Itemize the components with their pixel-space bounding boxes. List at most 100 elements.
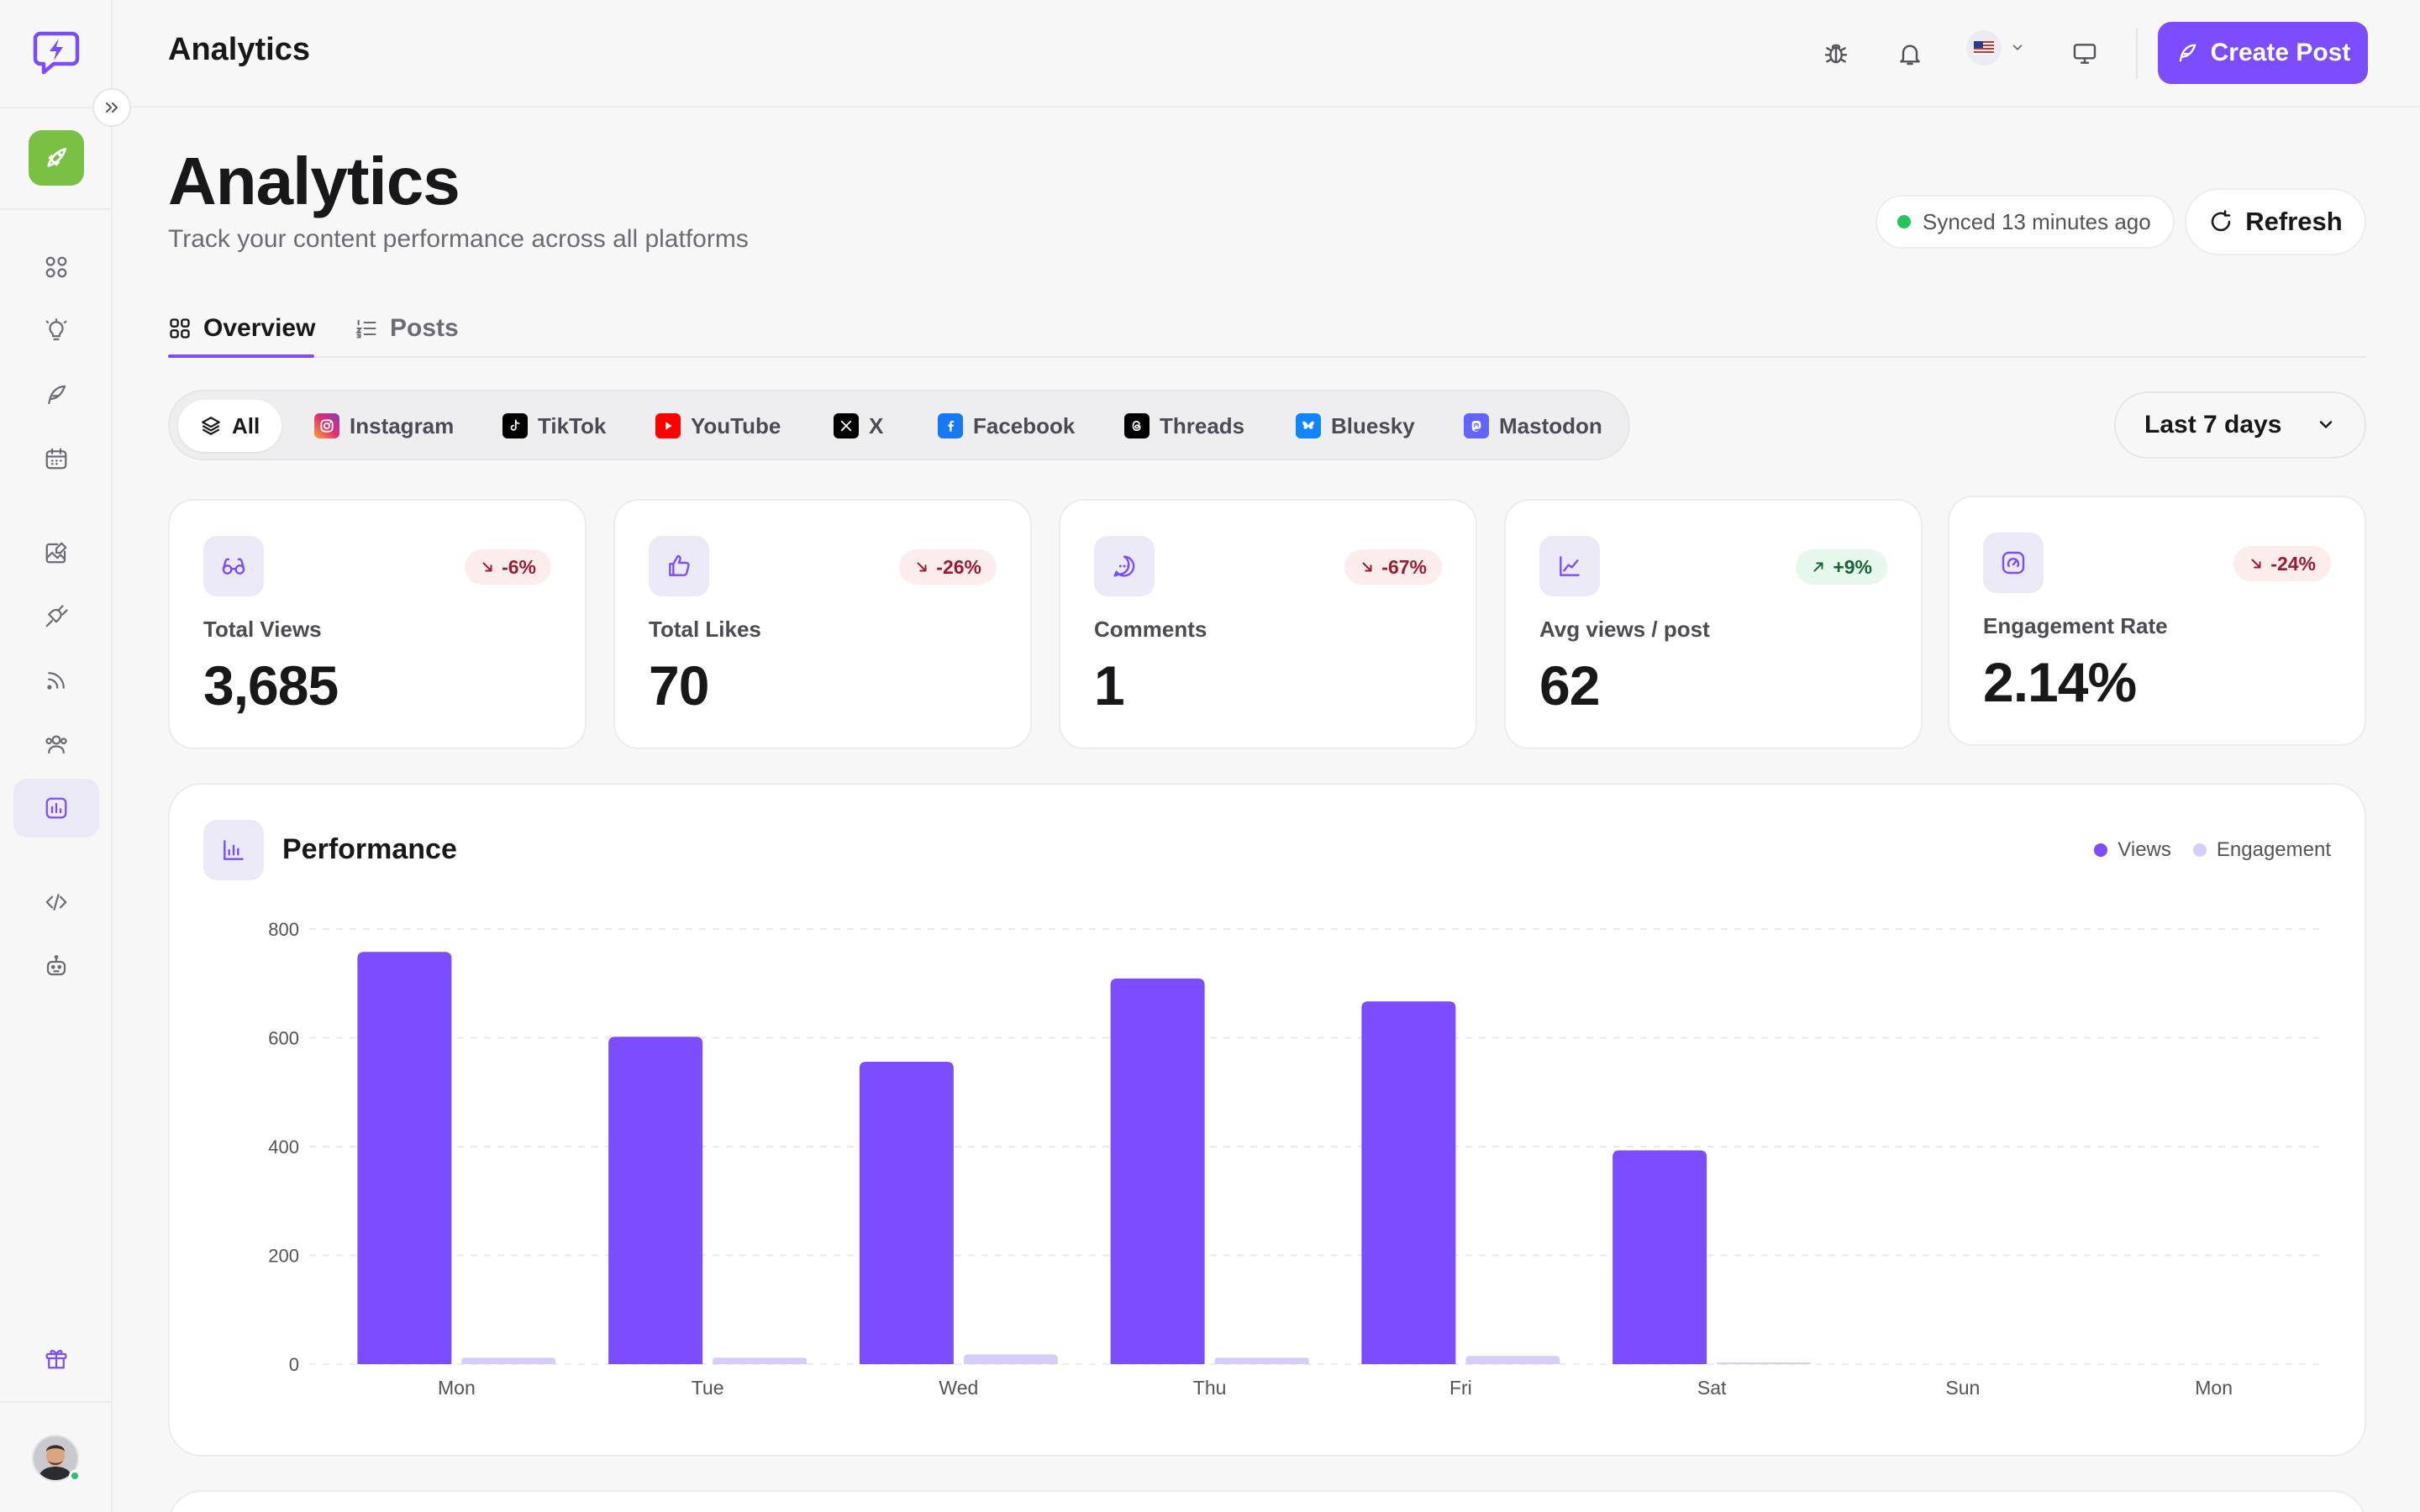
feather-icon [48, 385, 66, 405]
performance-title: Performance [282, 833, 457, 865]
sidebar-divider [0, 1401, 113, 1403]
tab-posts[interactable]: Posts [355, 307, 459, 349]
stat-label: Comments [1094, 617, 1207, 642]
calendar-icon [45, 448, 67, 470]
arrow-down-right-icon [2251, 559, 2261, 569]
views-bar [859, 1061, 954, 1364]
legend-item-engagement[interactable]: Engagement [2192, 838, 2331, 862]
engagement-bar [713, 1357, 808, 1364]
language-selector[interactable] [1966, 30, 2025, 66]
arrow-down-right-icon [482, 562, 492, 572]
x-tick-label: Sat [1697, 1377, 1727, 1399]
legend-item-views[interactable]: Views [2094, 838, 2171, 862]
platform-filter-bluesky[interactable]: Bluesky [1284, 400, 1427, 452]
trend-value: -24% [2270, 552, 2316, 575]
plug-icon [45, 605, 68, 627]
launch-button[interactable] [29, 130, 84, 186]
tab-posts-label: Posts [390, 314, 459, 342]
view-tabs: Overview Posts [168, 299, 2366, 358]
sidebar-item-calendar[interactable] [13, 429, 99, 488]
x-tick-label: Mon [438, 1377, 476, 1399]
engagement-bar [461, 1357, 556, 1364]
y-tick-label: 0 [289, 1354, 299, 1375]
app-logo-icon[interactable] [32, 27, 81, 76]
performance-panel: 0 200 400 600 800 Mon Tue Wed Thu Fri Sat Sun Mon Pe… [168, 783, 2366, 1457]
performance-chart: 0 200 400 600 800 Mon Tue Wed Thu Fri Sat Sun Mon [268, 919, 2326, 1399]
secondary-panel [168, 1490, 2366, 1512]
platform-filter-tiktok-label: TikTok [538, 412, 607, 438]
trend-value: +9% [1833, 555, 1872, 578]
report-bug-button[interactable] [1816, 34, 1856, 74]
trend-badge: -24% [2233, 546, 2331, 581]
stat-value: 1 [1094, 654, 1125, 717]
layers-icon [202, 417, 220, 435]
user-avatar[interactable] [32, 1435, 81, 1482]
sidebar-item-feeds[interactable] [13, 651, 99, 710]
create-post-button[interactable]: Create Post [2158, 22, 2368, 84]
arrow-down-right-icon [1362, 562, 1372, 572]
date-range-select[interactable]: Last 7 days [2114, 391, 2366, 459]
x-tick-label: Sun [1945, 1377, 1980, 1399]
sidebar-item-integrations[interactable] [13, 587, 99, 646]
platform-filter-x[interactable]: X [822, 400, 895, 452]
legend-swatch [2094, 843, 2108, 857]
page-title: Analytics [168, 144, 460, 218]
platform-filter-instagram[interactable]: Instagram [302, 400, 466, 452]
trend-badge: -67% [1344, 549, 1442, 585]
mastodon-icon [1464, 413, 1489, 438]
sidebar-item-dashboard[interactable] [13, 238, 99, 297]
tab-overview-label: Overview [203, 314, 316, 342]
expand-sidebar-button[interactable] [92, 88, 131, 127]
sidebar-item-team[interactable] [13, 715, 99, 774]
sidebar-item-ideas[interactable] [13, 302, 99, 360]
lightbulb-icon [45, 318, 67, 341]
code-icon [45, 894, 67, 911]
trend-value: -6% [502, 555, 536, 578]
trend-value: -67% [1381, 555, 1427, 578]
engagement-bar [1214, 1357, 1309, 1364]
display-mode-button[interactable] [2065, 34, 2105, 74]
youtube-icon [655, 413, 681, 438]
platform-filter-facebook[interactable]: Facebook [926, 400, 1086, 452]
sidebar-item-developers[interactable] [13, 873, 99, 932]
platform-filter-youtube-label: YouTube [691, 412, 781, 438]
tiktok-icon [502, 413, 528, 438]
monitor-icon [2073, 44, 2096, 64]
facebook-icon [938, 413, 963, 438]
trend-badge: -26% [899, 549, 997, 585]
platform-filter-youtube[interactable]: YouTube [644, 400, 792, 452]
line-chart-icon [1539, 536, 1600, 596]
stat-label: Total Views [203, 617, 322, 642]
sync-status-text: Synced 13 minutes ago [1923, 208, 2151, 234]
sidebar-item-compose[interactable] [13, 365, 99, 424]
legend-label: Engagement [2216, 838, 2331, 861]
trend-badge: +9% [1796, 549, 1887, 585]
us-flag-icon [1966, 30, 2002, 66]
stat-value: 70 [649, 654, 709, 717]
sidebar-item-agent[interactable] [13, 937, 99, 995]
platform-filter-mastodon[interactable]: Mastodon [1452, 400, 1614, 452]
comment-icon [1094, 536, 1155, 596]
tab-overview[interactable]: Overview [168, 307, 315, 349]
platform-filter-threads[interactable]: Threads [1113, 400, 1256, 452]
platform-filter-bluesky-label: Bluesky [1331, 412, 1415, 438]
bug-icon [1824, 44, 1848, 64]
refresh-button[interactable]: Refresh [2185, 188, 2366, 255]
platform-filter-tiktok[interactable]: TikTok [491, 400, 618, 452]
chevrons-right-icon [106, 102, 118, 113]
views-bar [357, 952, 452, 1364]
stat-value: 62 [1539, 654, 1600, 717]
sidebar-item-rewards[interactable] [13, 1329, 99, 1388]
refresh-icon [2212, 210, 2231, 232]
rocket-icon [47, 148, 66, 167]
legend-swatch [2192, 843, 2207, 857]
platform-filter-all[interactable]: All [178, 400, 282, 452]
x-tick-label: Thu [1193, 1377, 1227, 1399]
notifications-button[interactable] [1890, 34, 1930, 74]
sidebar-item-analytics[interactable] [13, 779, 99, 837]
glasses-icon [203, 536, 264, 596]
sidebar-item-media[interactable] [13, 523, 99, 582]
stat-card-total-likes: -26% Total Likes 70 [613, 499, 1032, 749]
y-tick-label: 600 [268, 1028, 299, 1049]
page-subtitle: Track your content performance across al… [168, 225, 749, 253]
